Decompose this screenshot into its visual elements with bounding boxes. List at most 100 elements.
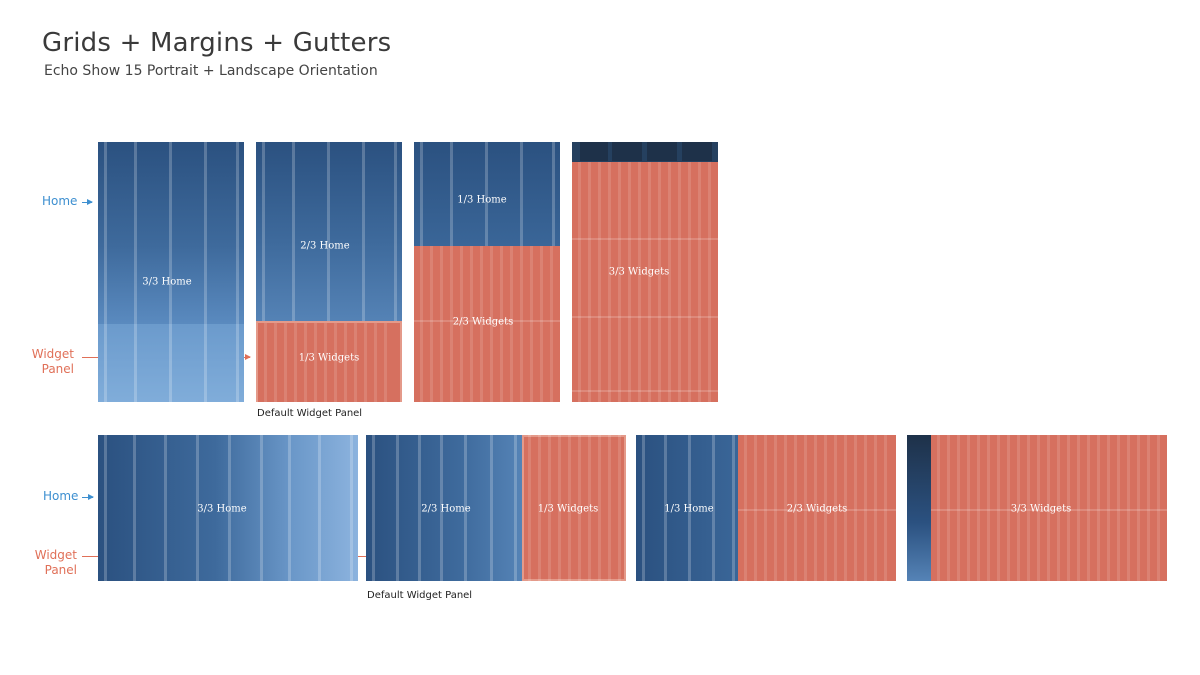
landscape-screen-4: 3/3 Widgets (907, 435, 1167, 581)
page-title: Grids + Margins + Gutters (42, 28, 392, 58)
grid-column (794, 435, 797, 581)
widget-area (522, 435, 626, 581)
grid-column (528, 435, 531, 581)
home-area (98, 435, 358, 581)
grid-column (520, 246, 523, 402)
portrait-screen-2: 2/3 Home 1/3 Widgets (256, 142, 402, 402)
landscape-screen-1: 3/3 Home (98, 435, 358, 581)
grid-column (638, 162, 641, 402)
grid-column (374, 323, 377, 402)
grid-column (440, 435, 443, 581)
grid-column (418, 435, 421, 581)
grid-column (1107, 435, 1110, 581)
grid-column (1077, 435, 1080, 581)
grid-row-gutter (414, 320, 560, 322)
status-strip (907, 435, 931, 581)
landscape-home-label: Home (43, 489, 79, 503)
grid-column (884, 435, 887, 581)
portrait-widget-label-line1: Widget (31, 347, 74, 361)
grid-column (104, 142, 107, 402)
grid-column (864, 435, 867, 581)
grid-column (314, 323, 317, 402)
grid-column (628, 162, 631, 402)
grid-column (1127, 435, 1130, 581)
grid-column (1087, 435, 1090, 581)
grid-column (804, 435, 807, 581)
grid-column (274, 323, 277, 402)
grid-column (618, 162, 621, 402)
page-subtitle: Echo Show 15 Portrait + Landscape Orient… (44, 63, 378, 79)
grid-column (344, 323, 347, 402)
grid-column (712, 435, 715, 581)
portrait-home-arrow (82, 199, 93, 205)
grid-column (288, 435, 291, 581)
zone-label-home: 1/3 Home (664, 503, 714, 515)
grid-column (440, 246, 443, 402)
landscape-widget-label-line2: Panel (44, 563, 77, 577)
grid-column (540, 246, 543, 402)
zone-label-home: 2/3 Home (300, 240, 350, 252)
zone-label-widgets: 1/3 Widgets (298, 352, 360, 364)
grid-column (480, 246, 483, 402)
grid-column (854, 435, 857, 581)
grid-column (987, 435, 990, 581)
widget-area (931, 435, 1167, 581)
grid-column (1007, 435, 1010, 581)
widget-area (738, 435, 896, 581)
grid-column (598, 435, 601, 581)
grid-row-gutter (738, 509, 896, 511)
grid-column (490, 435, 493, 581)
grid-column (304, 323, 307, 402)
grid-column (1157, 435, 1160, 581)
grid-column (834, 435, 837, 581)
status-strip (572, 142, 718, 162)
grid-column (384, 323, 387, 402)
grid-column (490, 246, 493, 402)
status-block (682, 142, 712, 161)
grid-column (608, 162, 611, 402)
portrait-screen-3: 1/3 Home 2/3 Widgets (414, 142, 560, 402)
grid-column (678, 162, 681, 402)
grid-column (262, 142, 265, 402)
grid-column (327, 142, 330, 402)
grid-column (608, 435, 611, 581)
grid-column (264, 323, 267, 402)
grid-column (977, 435, 980, 581)
grid-column (362, 142, 365, 402)
widget-area (572, 162, 718, 402)
grid-column (334, 323, 337, 402)
grid-column (764, 435, 767, 581)
status-block (647, 142, 677, 161)
grid-column (967, 435, 970, 581)
widget-panel-area (98, 324, 244, 402)
portrait-widget-label: Widget Panel (30, 347, 74, 377)
grid-column (698, 162, 701, 402)
grid-row-gutter (572, 316, 718, 318)
grid-column (598, 162, 601, 402)
grid-column (947, 435, 950, 581)
home-area (414, 142, 560, 246)
widget-area (258, 323, 400, 402)
grid-column (664, 435, 667, 581)
grid-column (668, 162, 671, 402)
portrait-screen-4: 3/3 Widgets (572, 142, 718, 402)
grid-column (500, 246, 503, 402)
grid-column (1047, 435, 1050, 581)
grid-column (350, 435, 353, 581)
grid-column (648, 162, 651, 402)
grid-column (1037, 435, 1040, 581)
grid-column (774, 435, 777, 581)
grid-column (784, 435, 787, 581)
grid-column (430, 246, 433, 402)
portrait-caption: Default Widget Panel (257, 408, 363, 419)
landscape-screen-2: 2/3 Home 1/3 Widgets (366, 435, 626, 581)
landscape-widget-label-line1: Widget (34, 548, 77, 562)
grid-row-gutter (572, 238, 718, 240)
grid-column (510, 246, 513, 402)
portrait-home-label: Home (42, 194, 78, 208)
grid-column (236, 142, 239, 402)
grid-column (538, 435, 541, 581)
grid-column (464, 435, 467, 581)
grid-column (514, 435, 517, 581)
grid-column (578, 435, 581, 581)
